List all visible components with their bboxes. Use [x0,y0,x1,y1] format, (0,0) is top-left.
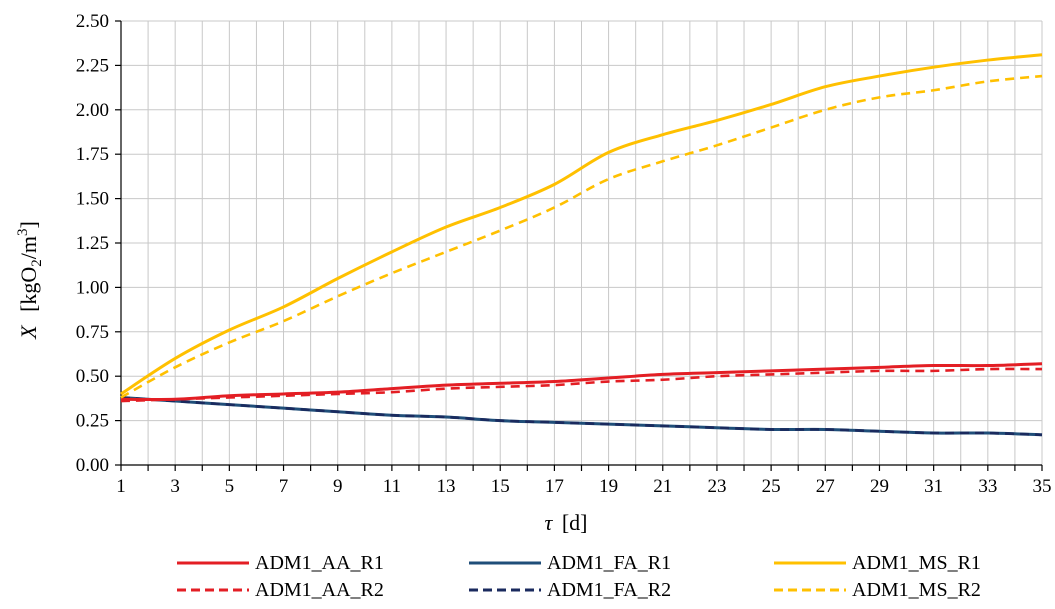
y-tick-label: 0.50 [76,366,109,387]
x-tick-label: 35 [1033,476,1052,497]
x-tick-label: 25 [762,476,781,497]
chart-legend: ADM1_AA_R1 ADM1_FA_R1 ADM1_MS_R1 ADM1_AA_R2… [0,550,1055,608]
legend-item-adm1-fa-r2: ADM1_FA_R2 [467,577,671,603]
legend-label: ADM1_FA_R2 [547,578,672,601]
legend-item-adm1-ms-r1: ADM1_MS_R1 [772,550,981,576]
legend-item-adm1-aa-r2: ADM1_AA_R2 [175,577,384,603]
legend-label: ADM1_AA_R2 [255,578,384,601]
x-tick-label: 5 [225,476,235,497]
chart-svg: 0.00 0.25 0.50 0.75 1.00 1.25 1.50 1.75 2.00 2.25… [15,11,1052,535]
y-tick-label: 2.25 [76,55,109,76]
legend-label: ADM1_AA_R1 [255,551,384,574]
x-tick-label: 17 [545,476,564,497]
x-tick-label: 13 [437,476,456,497]
y-tick-label: 0.00 [76,455,109,476]
x-tick-label: 1 [116,476,126,497]
y-axis-unit-sub: 2 [29,259,45,267]
x-axis-var: τ [544,510,553,535]
x-tick-label: 31 [924,476,943,497]
x-tick-label: 19 [599,476,618,497]
x-axis-title: τ [d] [544,510,587,535]
y-tick-label: 0.25 [76,411,109,432]
series-line-adm1-ms-r1 [120,53,1043,396]
x-tick-label: 7 [279,476,289,497]
y-tick-label: 0.75 [76,322,109,343]
y-axis-title: X [kgO2/m3] [15,221,45,340]
chart-axes [115,20,1043,471]
x-tick-label: 23 [707,476,726,497]
x-axis-unit: [d] [562,510,588,535]
y-axis-unit-close: ] [16,221,41,228]
x-tick-label: 3 [170,476,180,497]
series-line-adm1-aa-r1 [120,362,1043,402]
tick-labels: 0.00 0.25 0.50 0.75 1.00 1.25 1.50 1.75 2.00 2.25… [76,11,1052,497]
legend-swatch [774,561,846,565]
grid-lines [121,20,1043,465]
y-axis-var: X [16,324,41,340]
x-tick-label: 33 [978,476,997,497]
y-tick-label: 1.75 [76,144,109,165]
y-tick-label: 1.50 [76,189,109,210]
legend-swatch [177,588,249,592]
x-tick-label: 9 [333,476,343,497]
y-tick-label: 1.25 [76,233,109,254]
legend-item-adm1-fa-r1: ADM1_FA_R1 [467,550,671,576]
legend-label: ADM1_MS_R2 [852,578,981,601]
y-axis-unit-mid: /m [16,236,41,259]
y-axis-unit-sup: 3 [15,228,31,236]
y-tick-label: 2.50 [76,11,109,32]
x-tick-label: 15 [491,476,510,497]
y-axis-unit-open: [kgO [16,267,41,312]
legend-swatch [469,561,541,565]
legend-swatch [469,588,541,592]
legend-swatch [774,588,846,592]
x-tick-label: 29 [870,476,889,497]
series-line-adm1-fa-r2 [120,396,1043,437]
legend-swatch [177,561,249,565]
y-tick-label: 1.00 [76,277,109,298]
series-line-adm1-aa-r2 [120,367,1043,403]
y-tick-label: 2.00 [76,100,109,121]
chart-series [120,53,1043,437]
legend-label: ADM1_MS_R1 [852,551,981,574]
legend-item-adm1-ms-r2: ADM1_MS_R2 [772,577,981,603]
x-tick-label: 21 [653,476,672,497]
x-tick-label: 11 [383,476,401,497]
x-tick-label: 27 [816,476,835,497]
legend-label: ADM1_FA_R1 [547,551,672,574]
legend-item-adm1-aa-r1: ADM1_AA_R1 [175,550,384,576]
